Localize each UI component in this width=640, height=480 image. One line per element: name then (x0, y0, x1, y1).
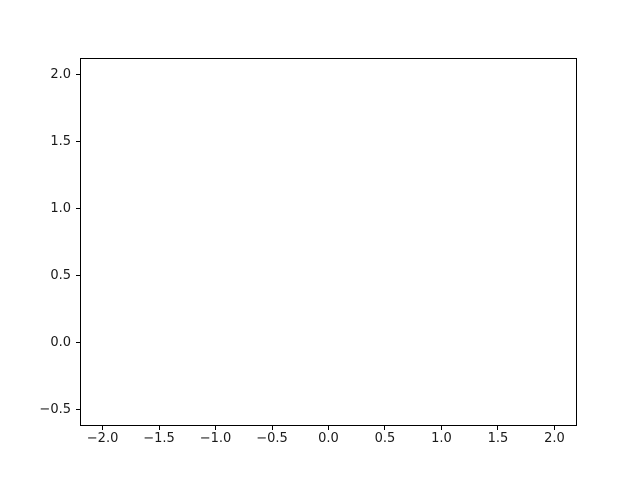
x-tick-label: −1.5 (143, 431, 175, 446)
y-tick (76, 208, 80, 210)
x-tick (553, 426, 555, 430)
x-tick (158, 426, 160, 430)
y-tick (76, 341, 80, 343)
y-tick (76, 141, 80, 143)
y-tick-label: 1.0 (50, 201, 71, 217)
y-tick (76, 74, 80, 76)
y-tick-label: 0.0 (50, 334, 71, 350)
x-tick (328, 426, 329, 430)
y-tick-label: 1.5 (50, 134, 71, 150)
y-tick-label: 2.0 (50, 67, 71, 83)
x-tick (102, 426, 104, 430)
x-tick-label: −2.0 (86, 431, 119, 446)
y-tick (76, 408, 80, 410)
plot-area (80, 58, 577, 426)
x-tick-label: 2.0 (544, 431, 565, 446)
x-tick (271, 426, 273, 430)
x-tick-label: 0.5 (374, 431, 396, 446)
x-tick-label: 1.0 (431, 431, 452, 446)
x-tick-label: 1.5 (487, 431, 509, 446)
y-tick-label: 0.5 (50, 267, 71, 283)
x-tick (497, 426, 499, 430)
x-tick (440, 426, 442, 430)
x-tick (384, 426, 386, 430)
x-tick (215, 426, 217, 430)
y-tick (76, 274, 80, 276)
x-tick-label: 0.0 (318, 431, 339, 446)
x-tick-label: −0.5 (256, 431, 288, 446)
y-tick-label: −0.5 (39, 401, 71, 417)
x-tick-label: −1.0 (199, 431, 232, 446)
